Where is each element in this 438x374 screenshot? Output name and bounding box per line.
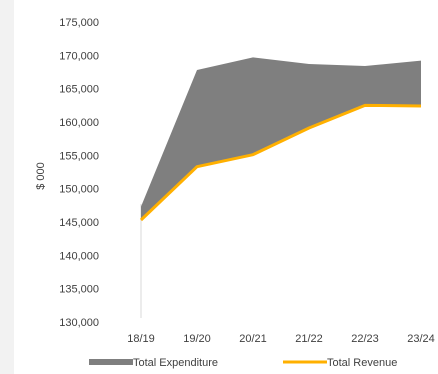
x-tick-label: 19/20 xyxy=(183,333,211,345)
y-tick-label: 170,000 xyxy=(59,50,99,62)
x-tick-label: 20/21 xyxy=(239,333,267,345)
y-tick-label: 130,000 xyxy=(59,317,99,329)
x-axis-ticks: 18/19 19/20 20/21 21/22 22/23 23/24 xyxy=(127,333,435,345)
y-tick-label: 160,000 xyxy=(59,117,99,129)
x-tick-label: 22/23 xyxy=(351,333,379,345)
legend-swatch-total-expenditure xyxy=(89,359,133,365)
y-tick-label: 165,000 xyxy=(59,84,99,96)
total-expenditure-area xyxy=(141,57,421,221)
x-tick-label: 18/19 xyxy=(127,333,155,345)
legend: Total Expenditure Total Revenue xyxy=(89,357,397,369)
legend-label-total-expenditure: Total Expenditure xyxy=(133,357,218,369)
y-axis-label: $ 000 xyxy=(35,162,47,190)
x-tick-label: 21/22 xyxy=(295,333,323,345)
legend-label-total-revenue: Total Revenue xyxy=(327,357,397,369)
y-tick-label: 150,000 xyxy=(59,184,99,196)
y-tick-label: 175,000 xyxy=(59,17,99,29)
y-tick-label: 140,000 xyxy=(59,250,99,262)
y-tick-label: 135,000 xyxy=(59,284,99,296)
x-tick-label: 23/24 xyxy=(407,333,435,345)
y-tick-label: 145,000 xyxy=(59,217,99,229)
y-tick-label: 155,000 xyxy=(59,150,99,162)
y-axis-ticks: 130,000 135,000 140,000 145,000 150,000 155,0… xyxy=(59,17,99,329)
chart-card: $ 000 130,000 135,000 140,000 145,000 150,00… xyxy=(14,0,438,374)
plot-area xyxy=(139,57,422,222)
total-revenue-line xyxy=(139,103,422,222)
expenditure-revenue-chart: $ 000 130,000 135,000 140,000 145,000 150,00… xyxy=(35,17,435,369)
